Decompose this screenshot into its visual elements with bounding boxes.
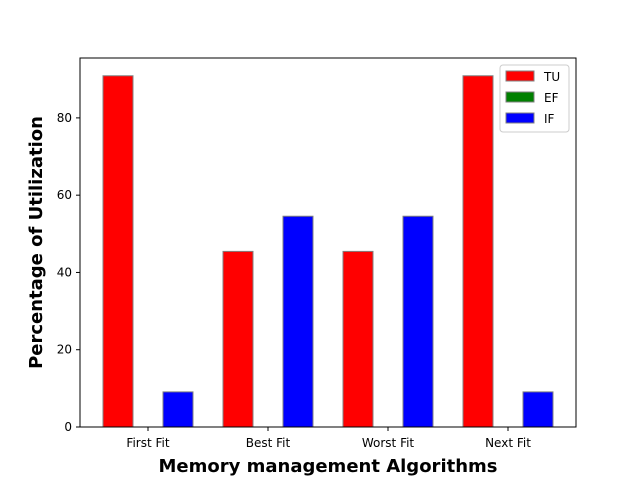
y-tick-label: 60 — [57, 188, 72, 202]
bar-tu-worst-fit — [342, 250, 374, 428]
y-tick-label: 40 — [57, 265, 72, 279]
legend-label-tu: TU — [543, 70, 560, 84]
legend-label-ef: EF — [544, 91, 559, 105]
bar-tu-next-fit — [462, 75, 494, 428]
x-axis: First Fit Best Fit Worst Fit Next Fit — [126, 427, 531, 450]
y-tick-label: 20 — [57, 343, 72, 357]
bar-tu-first-fit — [102, 75, 134, 428]
legend-label-if: IF — [544, 112, 555, 126]
bar-if-next-fit — [522, 391, 554, 428]
y-axis-label: Percentage of Utilization — [26, 116, 47, 369]
bar-if-worst-fit — [402, 215, 434, 428]
legend-swatch-ef — [505, 91, 535, 103]
bars-layer — [102, 75, 554, 428]
bar-tu-best-fit — [222, 250, 254, 428]
x-tick-label: Best Fit — [246, 436, 291, 450]
y-tick-label: 0 — [64, 420, 72, 434]
x-tick-label: First Fit — [126, 436, 169, 450]
plot-frame — [79, 57, 577, 428]
x-axis-label: Memory management Algorithms — [158, 456, 497, 477]
legend: TU EF IF — [499, 64, 570, 133]
x-tick-label: Next Fit — [485, 436, 531, 450]
y-tick-label: 80 — [57, 111, 72, 125]
y-axis: 0 20 40 60 80 — [57, 111, 80, 434]
legend-swatch-if — [505, 112, 535, 124]
legend-swatch-tu — [505, 70, 535, 82]
bar-if-first-fit — [162, 391, 194, 428]
bar-if-best-fit — [282, 215, 314, 428]
x-tick-label: Worst Fit — [362, 436, 415, 450]
